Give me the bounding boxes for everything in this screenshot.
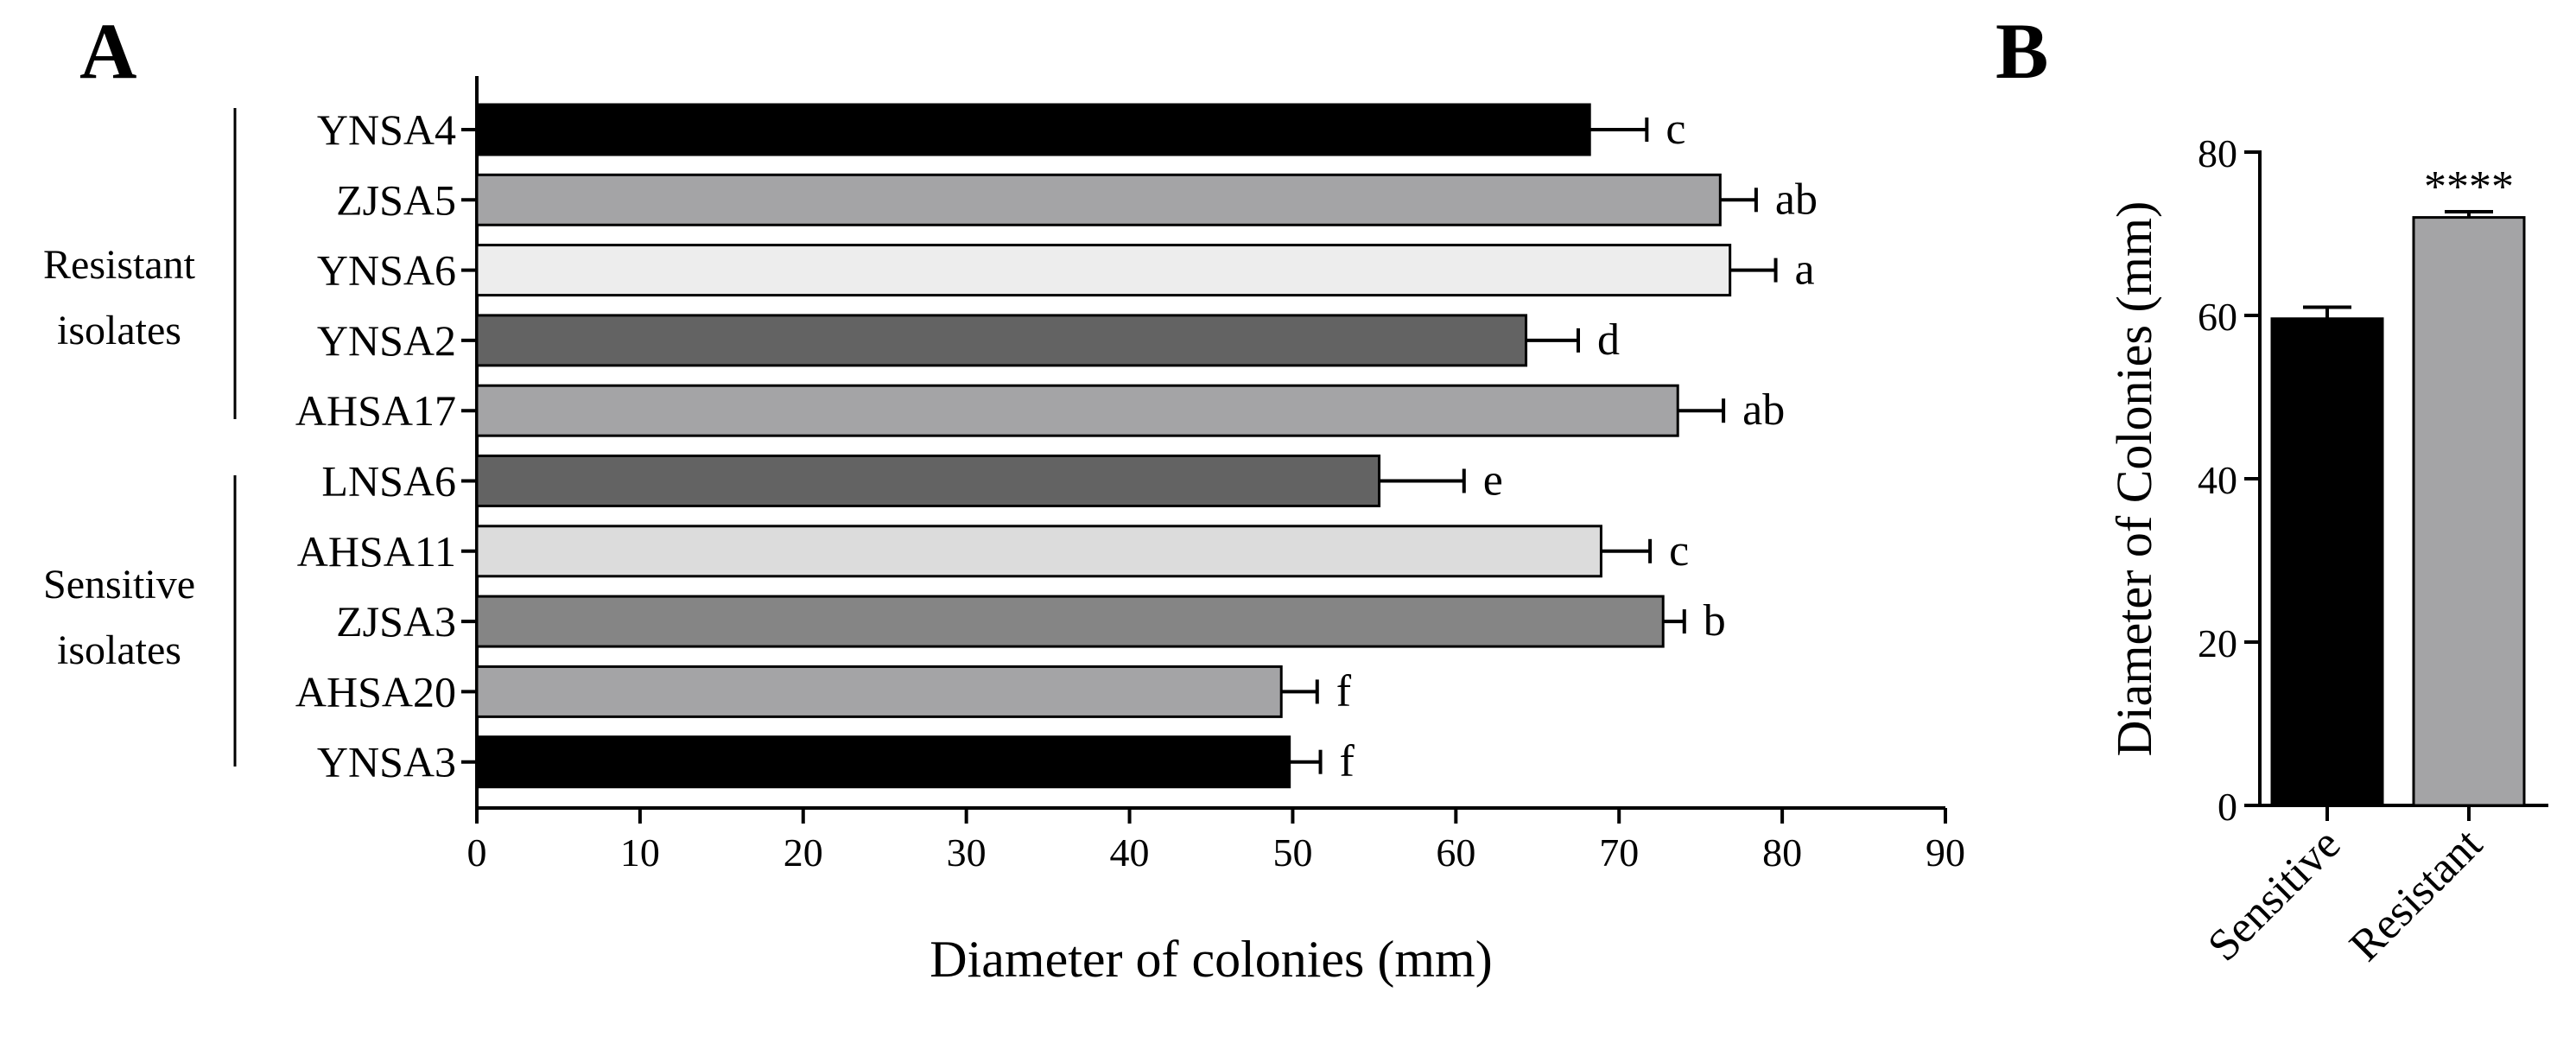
significance-letter: ab [1742, 385, 1785, 435]
category-label: ZJSA3 [336, 597, 456, 646]
group-label-resistant-line2: isolates [57, 308, 181, 353]
x-tick-label: 0 [467, 830, 487, 875]
b-y-axis-label: Diameter of Colonies (mm) [2106, 201, 2162, 757]
b-y-tick-label: 80 [2198, 131, 2237, 175]
significance-letter: c [1666, 105, 1685, 154]
chart-b: 0 20 40 60 80 Diameter of Colonies (mm) Sensit… [2106, 131, 2548, 970]
b-y-tick-label: 40 [2198, 458, 2237, 502]
b-bar [2412, 216, 2526, 807]
b-category-label: Resistant [2340, 819, 2492, 971]
significance-letter: ab [1775, 175, 1818, 224]
bar [475, 665, 1283, 718]
x-tick-label: 90 [1926, 830, 1965, 875]
group-label-sensitive-line2: isolates [57, 627, 181, 673]
category-label: YNSA4 [317, 105, 456, 154]
b-y-tick-label: 60 [2198, 295, 2237, 339]
b-category-label: Sensitive [2198, 819, 2350, 970]
x-tick-label: 10 [620, 830, 660, 875]
category-label: LNSA6 [321, 457, 456, 506]
category-label: YNSA2 [317, 316, 456, 365]
x-tick-label: 30 [947, 830, 987, 875]
bar [475, 735, 1291, 789]
chart-a: 0 10 20 30 40 50 60 70 80 90 Diameter of colonies … [295, 76, 1965, 988]
significance-letter: f [1336, 666, 1352, 716]
category-label: AHSA20 [295, 667, 456, 716]
panel-a-label: A [79, 7, 136, 95]
bar [475, 173, 1722, 226]
significance-letter: e [1483, 456, 1503, 506]
category-label: AHSA17 [295, 386, 456, 435]
bar [475, 455, 1381, 507]
significance-letter: c [1669, 526, 1689, 576]
bar [475, 384, 1679, 437]
group-label-sensitive-line1: Sensitive [43, 562, 195, 608]
x-tick-label: 70 [1599, 830, 1639, 875]
bar [475, 103, 1591, 156]
bar [475, 314, 1528, 367]
x-tick-label: 40 [1110, 830, 1150, 875]
group-label-resistant-line1: Resistant [43, 242, 196, 288]
x-tick-label: 80 [1762, 830, 1802, 875]
significance-letter: d [1597, 315, 1620, 365]
category-label: YNSA6 [317, 246, 456, 295]
significance-letter: a [1795, 245, 1815, 295]
b-y-tick-label: 0 [2218, 785, 2237, 829]
panel-b-label: B [1995, 7, 2048, 95]
category-label: YNSA3 [317, 738, 456, 786]
x-tick-label: 20 [784, 830, 823, 875]
significance-letter: b [1704, 596, 1726, 646]
x-axis-label: Diameter of colonies (mm) [930, 931, 1492, 988]
b-y-tick-label: 20 [2198, 621, 2237, 665]
bar [475, 595, 1665, 648]
b-bar [2270, 317, 2384, 807]
significance-letter: f [1340, 737, 1355, 786]
bar [475, 244, 1732, 297]
b-significance-stars: **** [2424, 162, 2514, 212]
category-label: ZJSA5 [336, 175, 456, 224]
bar [475, 525, 1602, 578]
x-tick-label: 60 [1436, 830, 1475, 875]
category-label: AHSA11 [297, 527, 456, 576]
x-tick-label: 50 [1272, 830, 1312, 875]
